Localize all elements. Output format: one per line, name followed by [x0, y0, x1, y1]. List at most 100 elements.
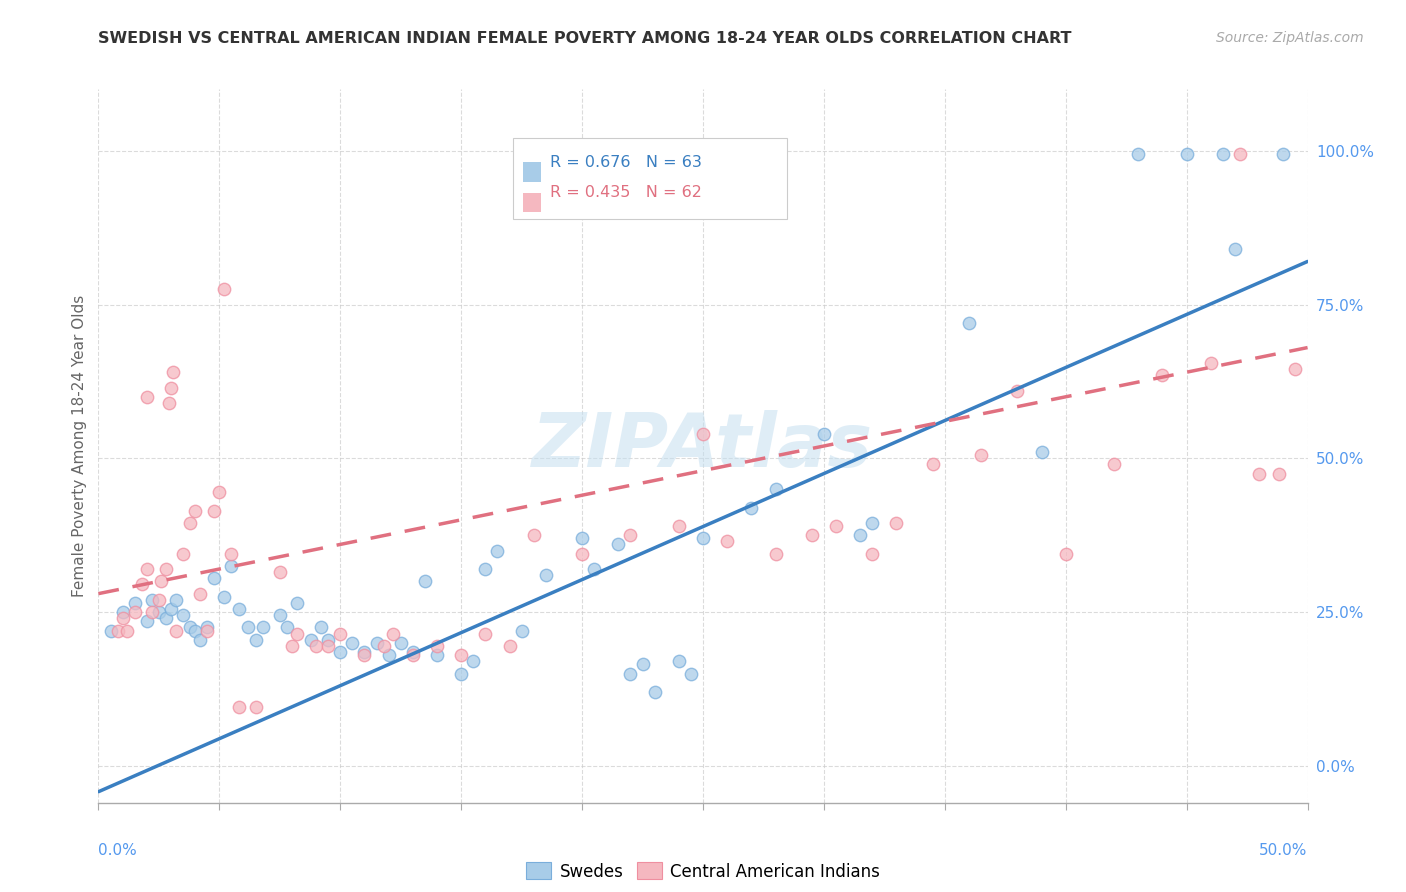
Point	[1272, 146, 1295, 161]
Point	[212, 590, 235, 604]
Point	[155, 611, 177, 625]
Point	[316, 639, 339, 653]
Text: ZIPAtlas: ZIPAtlas	[533, 409, 873, 483]
Point	[148, 592, 170, 607]
Point	[165, 624, 187, 638]
Point	[668, 519, 690, 533]
Point	[607, 537, 630, 551]
Point	[162, 365, 184, 379]
Point	[849, 528, 872, 542]
Point	[1175, 146, 1198, 161]
Point	[825, 519, 848, 533]
Point	[179, 620, 201, 634]
Text: R = 0.676   N = 63: R = 0.676 N = 63	[550, 154, 702, 169]
Point	[1212, 146, 1234, 161]
Point	[692, 531, 714, 545]
Point	[765, 547, 787, 561]
Point	[179, 516, 201, 530]
Point	[1054, 547, 1077, 561]
Point	[228, 602, 250, 616]
Point	[165, 592, 187, 607]
Point	[111, 605, 134, 619]
Point	[860, 516, 883, 530]
Point	[221, 547, 243, 561]
Point	[342, 636, 364, 650]
Point	[269, 608, 291, 623]
Point	[426, 648, 449, 662]
Text: 50.0%: 50.0%	[1260, 843, 1308, 858]
Point	[150, 574, 173, 589]
Point	[957, 316, 980, 330]
Point	[692, 426, 714, 441]
Point	[740, 500, 762, 515]
Point	[221, 558, 243, 573]
Point	[765, 482, 787, 496]
Point	[111, 611, 134, 625]
Point	[450, 666, 472, 681]
Point	[510, 624, 533, 638]
Point	[413, 574, 436, 589]
Point	[860, 547, 883, 561]
Point	[160, 380, 183, 394]
Point	[463, 654, 485, 668]
Point	[644, 685, 666, 699]
Point	[1102, 458, 1125, 472]
Text: Source: ZipAtlas.com: Source: ZipAtlas.com	[1216, 31, 1364, 45]
Point	[1152, 368, 1174, 383]
Point	[668, 654, 690, 668]
Y-axis label: Female Poverty Among 18-24 Year Olds: Female Poverty Among 18-24 Year Olds	[72, 295, 87, 597]
Point	[402, 648, 425, 662]
Text: SWEDISH VS CENTRAL AMERICAN INDIAN FEMALE POVERTY AMONG 18-24 YEAR OLDS CORRELAT: SWEDISH VS CENTRAL AMERICAN INDIAN FEMAL…	[98, 31, 1071, 46]
Point	[619, 666, 641, 681]
Point	[188, 632, 211, 647]
Point	[1229, 146, 1251, 161]
Point	[534, 568, 557, 582]
Point	[245, 632, 267, 647]
Point	[188, 587, 211, 601]
Point	[402, 645, 425, 659]
Point	[285, 596, 308, 610]
Point	[124, 605, 146, 619]
Point	[141, 605, 163, 619]
Point	[1007, 384, 1029, 398]
Point	[426, 639, 449, 653]
Point	[204, 571, 226, 585]
Point	[117, 624, 139, 638]
Point	[276, 620, 298, 634]
Point	[571, 531, 593, 545]
Point	[184, 503, 207, 517]
Point	[204, 503, 226, 517]
Point	[450, 648, 472, 662]
Point	[366, 636, 388, 650]
Point	[124, 596, 146, 610]
Point	[228, 700, 250, 714]
Point	[309, 620, 332, 634]
Point	[316, 632, 339, 647]
Point	[619, 528, 641, 542]
Text: 0.0%: 0.0%	[98, 843, 138, 858]
Point	[269, 565, 291, 579]
Point	[474, 562, 496, 576]
Point	[252, 620, 274, 634]
Point	[195, 624, 218, 638]
Point	[238, 620, 260, 634]
Point	[299, 632, 322, 647]
Point	[523, 528, 546, 542]
Point	[571, 547, 593, 561]
Point	[886, 516, 908, 530]
Point	[679, 666, 702, 681]
Legend: Swedes, Central American Indians: Swedes, Central American Indians	[519, 855, 887, 888]
Point	[631, 657, 654, 672]
Point	[1128, 146, 1150, 161]
Point	[155, 562, 177, 576]
Point	[160, 602, 183, 616]
Point	[583, 562, 606, 576]
Point	[148, 605, 170, 619]
Point	[970, 448, 993, 462]
Point	[498, 639, 520, 653]
Point	[1267, 467, 1289, 481]
Point	[1199, 356, 1222, 370]
Point	[141, 592, 163, 607]
Point	[100, 624, 122, 638]
Point	[212, 282, 235, 296]
